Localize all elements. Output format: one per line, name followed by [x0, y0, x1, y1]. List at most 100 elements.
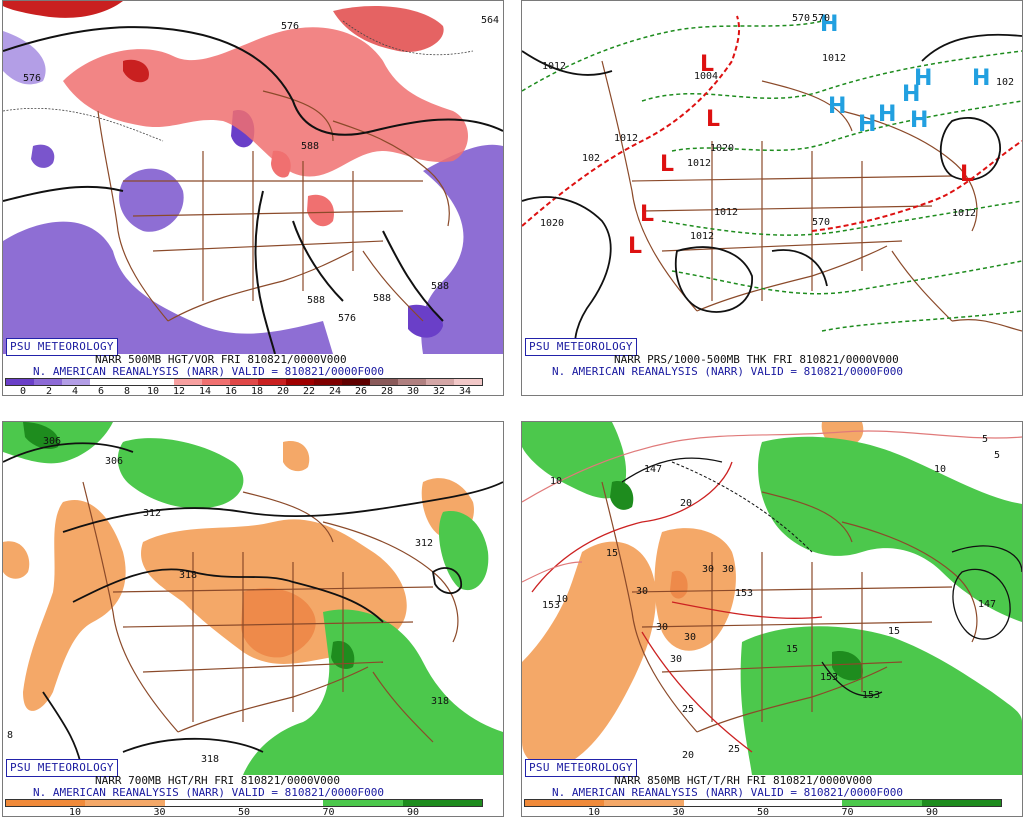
- colorbar-tick-label: 24: [328, 386, 342, 396]
- map-svg-500mb: 576 564 576 588 576 588 588 588: [3, 1, 503, 354]
- colorbar-swatch: [683, 800, 763, 806]
- colorbar-tick-label: 90: [925, 807, 939, 817]
- colorbar-swatch: [454, 379, 482, 385]
- panel-valid-time: N. AMERICAN REANALYSIS (NARR) VALID = 81…: [33, 365, 384, 378]
- colorbar-ticks: 0 2 4 6 8 10 12 14 16 18 20 22 24 26 28 30 32 34: [5, 387, 483, 396]
- contour-label: 306: [43, 436, 61, 447]
- contour-label: 312: [143, 508, 161, 519]
- contour-label: 318: [201, 754, 219, 765]
- panel-title: NARR 500MB HGT/VOR FRI 810821/0000V000: [95, 353, 347, 366]
- svg-text:H: H: [902, 82, 920, 107]
- colorbar-tick-label: 90: [406, 807, 420, 817]
- contour-label: 576: [23, 73, 41, 84]
- contour-label: 588: [431, 281, 449, 292]
- contour-label: 147: [978, 599, 996, 610]
- colorbar-tick-label: 8: [123, 386, 131, 396]
- contour-label: 15: [606, 548, 618, 559]
- map-svg-pressure: L L L L L L H H H H H H H H 1012 1004 1012…: [522, 1, 1022, 354]
- colorbar-swatch: [85, 800, 165, 806]
- map-500mb-vorticity: 576 564 576 588 576 588 588 588: [3, 1, 503, 354]
- panel-valid-time: N. AMERICAN REANALYSIS (NARR) VALID = 81…: [33, 786, 384, 799]
- colorbar-swatch: [921, 800, 1001, 806]
- colorbar-swatch: [118, 379, 146, 385]
- colorbar-tick-label: 70: [322, 807, 335, 817]
- contour-label: 8: [7, 730, 13, 741]
- contour-label: 15: [888, 626, 900, 637]
- contour-label: 570: [812, 13, 830, 24]
- panel-500mb-vorticity: 576 564 576 588 576 588 588 588 PSU METEOROLOGY…: [2, 0, 504, 396]
- colorbar-tick-label: 28: [380, 386, 394, 396]
- colorbar-tick-label: 18: [250, 386, 264, 396]
- map-700mb-rh: 306 306 312 318 312 318 318 8: [3, 422, 503, 775]
- panel-valid-time: N. AMERICAN REANALYSIS (NARR) VALID = 81…: [552, 365, 903, 378]
- contour-label: 20: [682, 750, 694, 761]
- colorbar-swatch: [243, 800, 324, 806]
- colorbar-swatch: [762, 800, 843, 806]
- panel-surface-pressure-thickness: L L L L L L H H H H H H H H 1012 1004 1012…: [521, 0, 1023, 396]
- colorbar-tick-label: 50: [756, 807, 770, 817]
- colorbar-swatch: [258, 379, 286, 385]
- contour-label: 576: [281, 21, 299, 32]
- colorbar-swatch: [286, 379, 314, 385]
- panel-title: NARR PRS/1000-500MB THK FRI 810821/0000V…: [614, 353, 899, 366]
- colorbar-tick-label: 16: [224, 386, 238, 396]
- colorbar-tick-label: 30: [153, 807, 166, 817]
- map-850mb-temp-rh: 147 153 153 153 153 147 5 5 10 10 10 15 15 15 20 20 25 25…: [522, 422, 1022, 775]
- colorbar-swatch: [202, 379, 230, 385]
- colorbar: [5, 378, 483, 386]
- psu-meteorology-badge: PSU METEOROLOGY: [6, 338, 118, 356]
- colorbar-swatch: [402, 800, 482, 806]
- colorbar-swatch: [164, 800, 244, 806]
- panel-valid-time: N. AMERICAN REANALYSIS (NARR) VALID = 81…: [552, 786, 903, 799]
- svg-text:H: H: [972, 66, 990, 91]
- colorbar-tick-label: 14: [198, 386, 212, 396]
- contour-label: 312: [415, 538, 433, 549]
- colorbar-swatch: [426, 379, 454, 385]
- svg-text:L: L: [706, 107, 720, 132]
- colorbar-tick-label: 12: [172, 386, 186, 396]
- contour-label: 1012: [822, 53, 846, 64]
- contour-label: 306: [105, 456, 123, 467]
- colorbar-swatch: [323, 800, 403, 806]
- contour-label: 102: [996, 77, 1014, 88]
- colorbar-tick-label: 32: [432, 386, 446, 396]
- colorbar-tick-label: 34: [458, 386, 472, 396]
- contour-label: 564: [481, 15, 499, 26]
- contour-label: 5: [994, 450, 1000, 461]
- contour-label: 30: [670, 654, 682, 665]
- colorbar-tick-label: 50: [237, 807, 251, 817]
- colorbar-tick-label: 4: [71, 386, 79, 396]
- contour-label: 153: [735, 588, 753, 599]
- contour-label: 318: [179, 570, 197, 581]
- colorbar-swatch: [62, 379, 90, 385]
- colorbar-tick-label: 0: [19, 386, 27, 396]
- psu-meteorology-badge: PSU METEOROLOGY: [525, 759, 637, 777]
- contour-label: 1012: [690, 231, 714, 242]
- contour-label: 30: [702, 564, 714, 575]
- svg-text:H: H: [820, 12, 838, 37]
- colorbar-tick-label: 10: [587, 807, 601, 817]
- contour-label: 570: [812, 217, 830, 228]
- colorbar-swatch: [34, 379, 62, 385]
- contour-label: 318: [431, 696, 449, 707]
- svg-text:H: H: [914, 66, 932, 91]
- colorbar-swatch: [398, 379, 426, 385]
- colorbar-tick-label: 26: [354, 386, 368, 396]
- svg-text:L: L: [700, 52, 714, 77]
- svg-text:H: H: [910, 108, 928, 133]
- colorbar-tick-label: 6: [97, 386, 105, 396]
- panel-700mb-rh: 306 306 312 318 312 318 318 8 PSU METEOROLOGY N…: [2, 421, 504, 817]
- contour-label: 1012: [687, 158, 711, 169]
- contour-label: 30: [656, 622, 668, 633]
- contour-label: 1012: [714, 207, 738, 218]
- colorbar-tick-label: 20: [276, 386, 290, 396]
- contour-label: 1012: [614, 133, 638, 144]
- contour-label: 588: [301, 141, 319, 152]
- colorbar-tick-label: 30: [406, 386, 420, 396]
- contour-label: 25: [728, 744, 740, 755]
- contour-label: 1012: [542, 61, 566, 72]
- colorbar-ticks: 10 30 50 70 90: [5, 808, 483, 817]
- colorbar-tick-label: 30: [672, 807, 685, 817]
- contour-label: 30: [722, 564, 734, 575]
- contour-label: 30: [636, 586, 648, 597]
